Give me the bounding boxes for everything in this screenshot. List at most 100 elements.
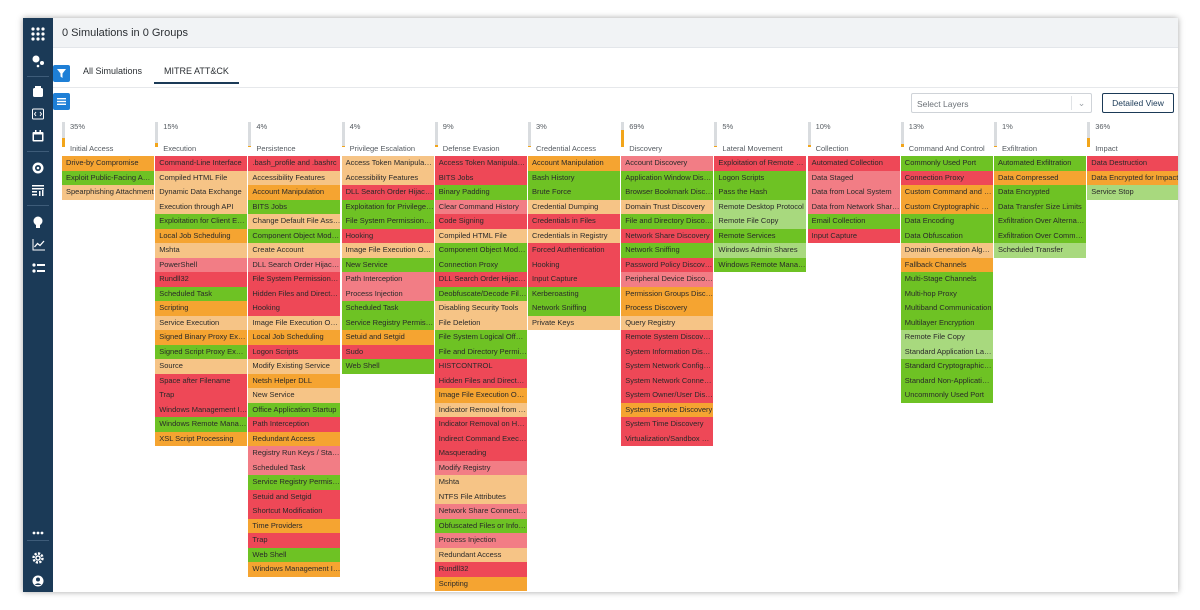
technique-cell[interactable]: File System Permissions Weakness — [341, 214, 434, 229]
technique-cell[interactable]: Compiled HTML File — [434, 228, 527, 243]
tactic-header[interactable]: 10% Collection — [807, 122, 900, 156]
technique-cell[interactable]: Local Job Scheduling — [248, 330, 341, 345]
technique-cell[interactable]: Access Token Manipulation — [341, 156, 434, 171]
technique-cell[interactable]: Logon Scripts — [714, 170, 807, 185]
technique-cell[interactable]: Standard Cryptographic Protocol — [900, 359, 993, 374]
technique-cell[interactable]: Network Share Connection Removal — [434, 504, 527, 519]
tab-mitre-attack[interactable]: MITRE ATT&CK — [154, 66, 239, 84]
technique-cell[interactable]: Private Keys — [528, 315, 620, 330]
more-icon[interactable] — [23, 523, 53, 543]
technique-cell[interactable]: System Network Configuration Discovery — [621, 359, 714, 374]
select-layers-dropdown[interactable]: Select Layers ⌄ — [911, 93, 1092, 113]
technique-cell[interactable]: Sudo — [341, 344, 434, 359]
tactic-header[interactable]: 3% Credential Access — [528, 122, 620, 156]
technique-cell[interactable]: Windows Management Instrumentation Event… — [248, 562, 341, 577]
technique-cell[interactable]: Hooking — [341, 228, 434, 243]
technique-cell[interactable]: Component Object Model Hijacking — [248, 228, 341, 243]
technique-cell[interactable]: Execution through API — [155, 199, 248, 214]
technique-cell[interactable]: Service Execution — [155, 315, 248, 330]
technique-cell[interactable]: Standard Non-Application Layer Protocol — [900, 373, 993, 388]
technique-cell[interactable]: Clear Command History — [434, 199, 527, 214]
technique-cell[interactable]: Account Manipulation — [248, 185, 341, 200]
technique-cell[interactable]: Deobfuscate/Decode Files or Information — [434, 286, 527, 301]
technique-cell[interactable]: System Network Connections Discovery — [621, 373, 714, 388]
technique-cell[interactable]: Signed Binary Proxy Execution — [155, 330, 248, 345]
technique-cell[interactable]: Path Interception — [248, 417, 341, 432]
technique-cell[interactable]: Multi-Stage Channels — [900, 272, 993, 287]
detailed-view-button[interactable]: Detailed View — [1102, 93, 1174, 113]
technique-cell[interactable]: Automated Collection — [807, 156, 900, 171]
technique-cell[interactable]: Dynamic Data Exchange — [155, 185, 248, 200]
technique-cell[interactable]: File System Logical Offsets — [434, 330, 527, 345]
technique-cell[interactable]: Accessibility Features — [341, 170, 434, 185]
code-icon[interactable] — [23, 104, 53, 124]
technique-cell[interactable]: File and Directory Permissions Modificat… — [434, 344, 527, 359]
technique-cell[interactable]: Hidden Files and Directories — [248, 286, 341, 301]
technique-cell[interactable]: System Service Discovery — [621, 402, 714, 417]
technique-cell[interactable]: Code Signing — [434, 214, 527, 229]
technique-cell[interactable]: Data from Network Shared Drive — [807, 199, 900, 214]
technique-cell[interactable]: Signed Script Proxy Execution — [155, 344, 248, 359]
technique-cell[interactable]: Exploitation of Remote Services — [714, 156, 807, 171]
technique-cell[interactable]: Obfuscated Files or Information — [434, 518, 527, 533]
technique-cell[interactable]: Uncommonly Used Port — [900, 388, 993, 403]
technique-cell[interactable]: Disabling Security Tools — [434, 301, 527, 316]
technique-cell[interactable]: Create Account — [248, 243, 341, 258]
tactic-header[interactable]: 1% Exfiltration — [994, 122, 1086, 156]
technique-cell[interactable]: Custom Cryptographic Protocol — [900, 199, 993, 214]
technique-cell[interactable]: New Service — [341, 257, 434, 272]
technique-cell[interactable]: Multiband Communication — [900, 301, 993, 316]
technique-cell[interactable]: Data from Local System — [807, 185, 900, 200]
technique-cell[interactable]: PowerShell — [155, 257, 248, 272]
user-icon[interactable] — [23, 571, 53, 591]
tactic-header[interactable]: 15% Execution — [155, 122, 247, 156]
technique-cell[interactable]: Data Obfuscation — [900, 228, 993, 243]
technique-cell[interactable]: Remote File Copy — [714, 214, 807, 229]
technique-cell[interactable]: Credentials in Files — [528, 214, 620, 229]
technique-cell[interactable]: Mshta — [434, 475, 527, 490]
technique-cell[interactable]: Netsh Helper DLL — [248, 373, 341, 388]
technique-cell[interactable]: Query Registry — [621, 315, 714, 330]
technique-cell[interactable]: File System Permissions Weakness — [248, 272, 341, 287]
technique-cell[interactable]: Remote Services — [714, 228, 807, 243]
technique-cell[interactable]: Trap — [248, 533, 341, 548]
technique-cell[interactable]: Standard Application Layer Protocol — [900, 344, 993, 359]
technique-cell[interactable]: Data Destruction — [1087, 156, 1178, 171]
technique-cell[interactable]: DLL Search Order Hijacking — [248, 257, 341, 272]
target-icon[interactable] — [23, 158, 53, 178]
checklist-icon[interactable] — [23, 258, 53, 278]
technique-cell[interactable]: Windows Admin Shares — [714, 243, 807, 258]
technique-cell[interactable]: Space after Filename — [155, 373, 248, 388]
technique-cell[interactable]: Multi-hop Proxy — [900, 286, 993, 301]
technique-cell[interactable]: Command-Line Interface — [155, 156, 248, 171]
technique-cell[interactable]: Process Injection — [434, 533, 527, 548]
tactic-header[interactable]: 35% Initial Access — [62, 122, 154, 156]
technique-cell[interactable]: Data Encrypted — [994, 185, 1086, 200]
technique-cell[interactable]: Fallback Channels — [900, 257, 993, 272]
technique-cell[interactable]: Bash History — [528, 170, 620, 185]
technique-cell[interactable]: Exploitation for Client Execution — [155, 214, 248, 229]
technique-cell[interactable]: Drive-by Compromise — [62, 156, 154, 171]
technique-cell[interactable]: Image File Execution Options Injection — [341, 243, 434, 258]
technique-cell[interactable]: Modify Existing Service — [248, 359, 341, 374]
technique-cell[interactable]: .bash_profile and .bashrc — [248, 156, 341, 171]
technique-cell[interactable]: Indirect Command Execution — [434, 431, 527, 446]
technique-cell[interactable]: Modify Registry — [434, 460, 527, 475]
technique-cell[interactable]: Windows Remote Management — [714, 257, 807, 272]
technique-cell[interactable]: Browser Bookmark Discovery — [621, 185, 714, 200]
tactic-header[interactable]: 5% Lateral Movement — [714, 122, 806, 156]
technique-cell[interactable]: System Time Discovery — [621, 417, 714, 432]
technique-cell[interactable]: Exploitation for Privilege Escalation — [341, 199, 434, 214]
technique-cell[interactable]: New Service — [248, 388, 341, 403]
technique-cell[interactable]: Mshta — [155, 243, 248, 258]
filter-button[interactable] — [53, 65, 70, 82]
technique-cell[interactable]: System Owner/User Discovery — [621, 388, 714, 403]
technique-cell[interactable]: Rundll32 — [434, 562, 527, 577]
technique-cell[interactable]: Custom Command and Control Protocol — [900, 185, 993, 200]
technique-cell[interactable]: Exploit Public-Facing Application — [62, 170, 154, 185]
technique-cell[interactable]: Scheduled Transfer — [994, 243, 1086, 258]
technique-cell[interactable]: Hooking — [248, 301, 341, 316]
technique-cell[interactable]: Application Window Discovery — [621, 170, 714, 185]
technique-cell[interactable]: Network Sniffing — [621, 243, 714, 258]
technique-cell[interactable]: DLL Search Order Hijacking — [434, 272, 527, 287]
